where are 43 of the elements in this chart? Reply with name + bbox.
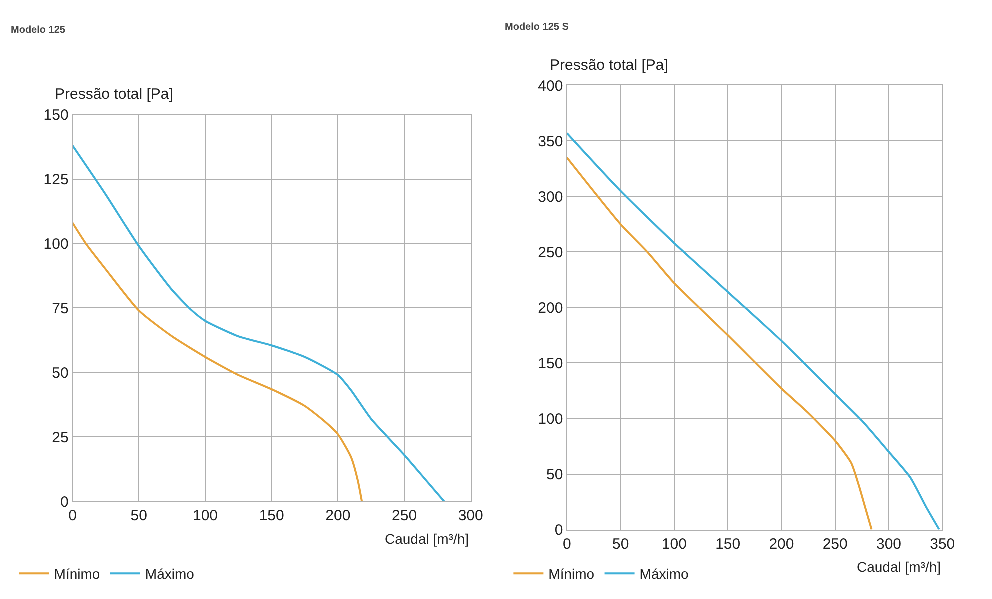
- x-tick-label: 250: [822, 536, 848, 553]
- x-tick-label: 50: [612, 536, 630, 553]
- y-axis-title: Pressão total [Pa]: [550, 57, 668, 74]
- legend-label: Mínimo: [548, 566, 595, 582]
- y-tick-label: 300: [538, 188, 564, 206]
- x-tick-label: 300: [458, 508, 484, 525]
- y-tick-label: 200: [538, 300, 564, 317]
- chart-title: Modelo 125: [11, 25, 66, 36]
- y-tick-label: 50: [546, 466, 564, 484]
- x-tick-label: 50: [130, 508, 148, 525]
- x-tick-label: 100: [192, 508, 218, 525]
- x-tick-label: 150: [716, 536, 741, 553]
- legend-label: Mínimo: [54, 566, 100, 582]
- y-tick-label: 250: [538, 244, 564, 262]
- legend-label: Máximo: [145, 566, 195, 582]
- y-tick-label: 0: [60, 494, 69, 511]
- x-axis-title: Caudal [m³/h]: [385, 531, 470, 547]
- y-tick-label: 50: [52, 364, 69, 382]
- y-tick-label: 75: [52, 300, 69, 318]
- x-tick-label: 300: [876, 536, 902, 553]
- line-series: [567, 132, 940, 530]
- legend-label: Máximo: [640, 566, 690, 582]
- y-tick-label: 0: [554, 522, 564, 540]
- line-series: [567, 156, 873, 530]
- y-tick-label: 25: [52, 429, 69, 446]
- y-tick-label: 100: [44, 236, 69, 254]
- y-tick-label: 150: [538, 356, 564, 372]
- x-tick-label: 350: [930, 536, 956, 553]
- line-series: [72, 222, 364, 502]
- x-tick-label: 150: [259, 508, 284, 525]
- x-tick-label: 200: [326, 508, 351, 525]
- x-tick-label: 250: [392, 508, 418, 525]
- y-tick-label: 350: [538, 133, 564, 150]
- chart-title: Modelo 125 S: [505, 22, 570, 33]
- x-tick-label: 100: [662, 536, 687, 553]
- y-tick-label: 150: [44, 107, 69, 124]
- y-tick-label: 400: [538, 78, 564, 95]
- y-axis-title: Pressão total [Pa]: [55, 86, 174, 103]
- x-tick-label: 200: [769, 536, 794, 553]
- x-axis-title: Caudal [m³/h]: [857, 559, 942, 575]
- y-tick-label: 100: [538, 411, 564, 428]
- y-tick-label: 125: [44, 172, 69, 189]
- line-series: [72, 144, 446, 502]
